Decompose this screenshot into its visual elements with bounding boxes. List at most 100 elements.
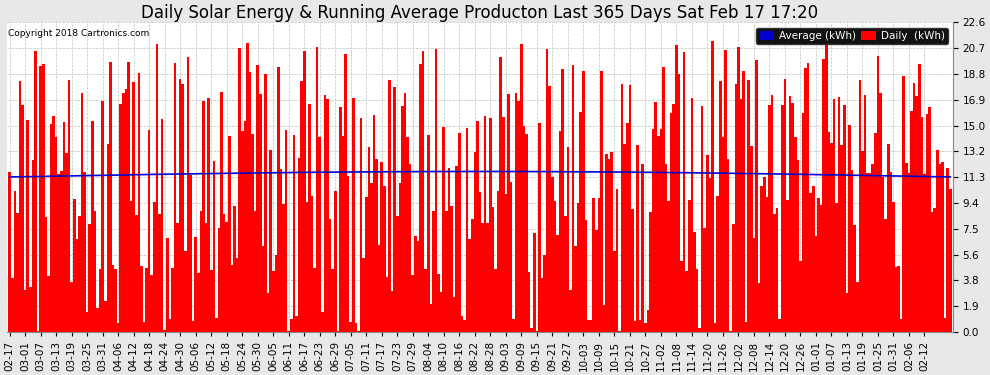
Bar [841,145,843,332]
Bar [386,277,388,332]
Bar [213,160,215,332]
Bar [799,261,802,332]
Bar [35,51,37,332]
Bar [19,81,21,332]
Bar [62,122,65,332]
Bar [802,113,804,332]
Bar [60,171,62,332]
Bar [112,265,114,332]
Bar [158,214,160,332]
Title: Daily Solar Energy & Running Average Producton Last 365 Days Sat Feb 17 17:20: Daily Solar Energy & Running Average Pro… [142,4,819,22]
Bar [481,224,484,332]
Bar [677,74,680,332]
Bar [582,71,585,332]
Bar [921,117,923,332]
Bar [316,47,319,332]
Bar [943,318,946,332]
Bar [791,104,794,332]
Bar [443,127,446,332]
Bar [492,207,494,332]
Bar [234,206,236,332]
Bar [57,174,60,332]
Bar [763,177,765,332]
Bar [440,292,443,332]
Bar [218,228,220,332]
Bar [220,92,223,332]
Bar [143,322,146,332]
Bar [823,59,825,332]
Bar [120,104,122,332]
Bar [342,136,345,332]
Bar [311,196,313,332]
Bar [171,268,174,332]
Bar [272,271,274,332]
Bar [750,146,752,332]
Bar [598,198,600,332]
Bar [73,200,75,332]
Bar [773,214,776,332]
Bar [447,168,450,332]
Bar [174,63,176,332]
Bar [101,101,104,332]
Bar [744,322,747,332]
Bar [828,132,831,332]
Bar [825,45,828,332]
Bar [393,87,396,332]
Bar [450,206,452,332]
Bar [153,202,155,332]
Bar [812,186,815,332]
Bar [200,211,202,332]
Bar [468,238,471,332]
Bar [651,129,654,332]
Bar [882,177,884,332]
Bar [83,172,86,332]
Bar [908,173,910,332]
Bar [404,93,406,332]
Bar [866,173,869,332]
Bar [732,224,735,332]
Bar [146,268,148,332]
Bar [833,99,836,332]
Bar [918,63,921,332]
Bar [223,214,226,332]
Bar [499,57,502,332]
Bar [24,290,27,332]
Bar [181,84,184,332]
Bar [370,183,372,332]
Bar [760,186,763,332]
Bar [858,81,861,332]
Bar [742,71,744,332]
Bar [853,225,856,332]
Bar [561,69,564,332]
Bar [388,80,391,332]
Bar [86,312,88,332]
Bar [735,84,738,332]
Bar [603,305,605,332]
Bar [502,117,505,332]
Bar [608,159,611,332]
Bar [611,152,613,332]
Bar [507,94,510,332]
Bar [383,186,386,332]
Bar [564,216,566,332]
Bar [897,266,900,332]
Bar [781,105,784,332]
Bar [207,98,210,332]
Bar [704,228,706,332]
Bar [810,193,812,332]
Bar [654,102,657,332]
Bar [300,81,303,332]
Bar [29,286,32,332]
Bar [109,62,112,332]
Bar [484,116,486,332]
Bar [624,144,626,332]
Bar [446,210,447,332]
Bar [657,136,659,332]
Bar [574,246,577,332]
Bar [329,219,332,332]
Bar [455,166,458,332]
Bar [406,137,409,332]
Bar [541,278,544,332]
Bar [155,44,158,332]
Bar [680,261,683,332]
